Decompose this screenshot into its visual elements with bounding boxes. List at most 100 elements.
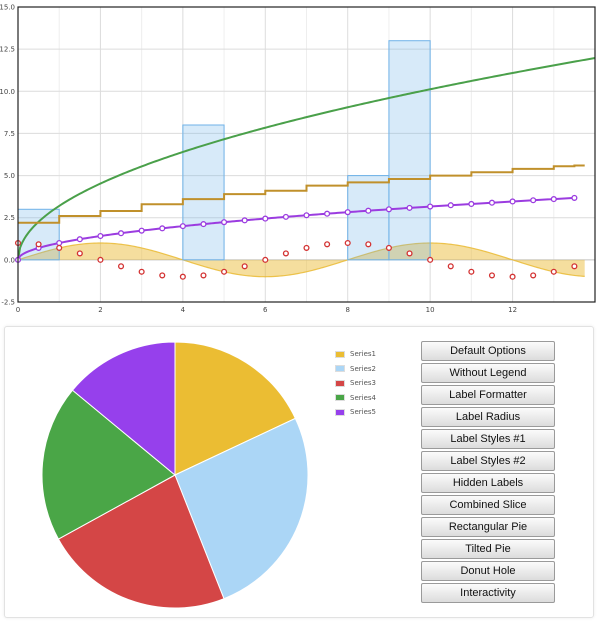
hidden-labels-button[interactable]: Hidden Labels: [421, 473, 555, 493]
purple-point-12: [262, 215, 269, 222]
red-point-15: [324, 241, 331, 248]
legend-item-3: Series3: [335, 376, 376, 391]
x-tick-label-4: 8: [345, 306, 349, 314]
red-point-16: [344, 239, 351, 247]
purple-point-6: [138, 227, 145, 234]
series-steps-line: [18, 164, 585, 224]
pie-legend: Series1 Series2 Series3 Series4 Series5: [335, 347, 376, 420]
pie-slice-2: [174, 417, 309, 600]
red-point-9: [200, 272, 207, 279]
label-styles-2-button[interactable]: Label Styles #2: [421, 451, 555, 471]
x-tick-label-5: 10: [426, 306, 435, 314]
purple-point-26: [550, 196, 557, 203]
red-point-4: [97, 256, 104, 263]
bar-0: [17, 208, 60, 261]
legend-swatch-5: [335, 408, 345, 416]
purple-point-7: [159, 225, 166, 232]
legend-label-3: Series3: [350, 379, 376, 388]
purple-point-10: [221, 219, 228, 226]
label-styles-1-button[interactable]: Label Styles #1: [421, 429, 555, 449]
red-point-8: [179, 273, 186, 280]
red-point-26: [550, 268, 557, 275]
bar-3: [388, 40, 431, 261]
donut-hole-button[interactable]: Donut Hole: [421, 561, 555, 581]
legend-swatch-2: [335, 365, 345, 373]
purple-point-13: [282, 213, 289, 220]
plot-frame: [17, 6, 596, 303]
y-tick-label-0: -2.5: [1, 299, 15, 307]
top-chart: -2.5 0.0 2.5 5.0 7.5 10.0 12.5 15.0 0 2 4 6 8 10 12: [0, 4, 596, 314]
rectangular-pie-button[interactable]: Rectangular Pie: [421, 517, 555, 537]
purple-point-18: [385, 206, 392, 213]
red-point-17: [365, 241, 372, 248]
red-point-14: [303, 244, 310, 251]
purple-point-23: [488, 199, 496, 206]
purple-point-24: [509, 198, 516, 205]
tilted-pie-button[interactable]: Tilted Pie: [421, 539, 555, 559]
red-point-21: [447, 263, 454, 270]
label-radius-button[interactable]: Label Radius: [421, 407, 555, 427]
red-point-18: [385, 244, 392, 251]
x-tick-label-1: 2: [98, 306, 102, 314]
y-tick-label-1: 0.0: [4, 256, 15, 264]
purple-point-15: [324, 210, 331, 217]
purple-point-27: [571, 194, 578, 201]
purple-point-20: [427, 203, 434, 210]
label-formatter-button[interactable]: Label Formatter: [421, 385, 555, 405]
red-point-1: [35, 241, 42, 248]
purple-point-9: [200, 221, 207, 228]
legend-item-2: Series2: [335, 362, 376, 377]
red-point-6: [138, 268, 145, 275]
purple-point-25: [530, 197, 537, 204]
legend-swatch-1: [335, 350, 345, 358]
pie-slice-4: [41, 389, 176, 540]
pie-slice-1: [174, 341, 297, 476]
default-options-button[interactable]: Default Options: [421, 341, 555, 361]
purple-point-21: [447, 202, 454, 209]
y-tick-label-7: 15.0: [0, 4, 15, 12]
legend-label-4: Series4: [350, 393, 376, 402]
x-tick-label-6: 12: [508, 306, 517, 314]
red-point-10: [221, 268, 228, 275]
pie-slice-5: [71, 341, 176, 477]
red-point-27: [571, 263, 578, 270]
bar-1: [182, 124, 225, 261]
series-area-line: [17, 242, 585, 278]
without-legend-button[interactable]: Without Legend: [421, 363, 555, 383]
interactivity-button[interactable]: Interactivity: [421, 583, 555, 603]
pie-chart: [41, 341, 309, 609]
legend-label-5: Series5: [350, 408, 376, 417]
red-point-12: [262, 256, 269, 263]
options-button-list: Default Options Without Legend Label For…: [421, 341, 555, 605]
purple-point-22: [468, 200, 475, 207]
purple-point-17: [365, 207, 372, 214]
purple-point-16: [344, 209, 351, 216]
legend-swatch-3: [335, 379, 345, 387]
purple-point-3: [76, 236, 83, 243]
legend-item-5: Series5: [335, 405, 376, 420]
purple-point-19: [406, 204, 413, 211]
y-tick-label-4: 7.5: [4, 130, 15, 138]
legend-swatch-4: [335, 394, 345, 402]
y-tick-label-6: 12.5: [0, 46, 15, 54]
legend-item-1: Series1: [335, 347, 376, 362]
red-point-19: [406, 250, 413, 257]
red-point-5: [117, 263, 125, 270]
red-point-13: [282, 250, 289, 257]
red-point-20: [427, 256, 434, 263]
purple-point-5: [117, 230, 125, 237]
red-point-25: [530, 272, 537, 279]
red-point-23: [488, 272, 496, 279]
red-point-22: [468, 268, 475, 275]
legend-label-1: Series1: [350, 350, 376, 359]
red-point-11: [241, 263, 248, 270]
x-tick-label-2: 4: [181, 306, 186, 314]
purple-point-14: [303, 212, 310, 219]
red-point-24: [509, 273, 516, 280]
pie-chart-panel: Series1 Series2 Series3 Series4 Series5 …: [4, 326, 594, 618]
combined-slice-button[interactable]: Combined Slice: [421, 495, 555, 515]
red-point-7: [159, 272, 166, 279]
y-tick-label-2: 2.5: [4, 214, 15, 222]
red-point-3: [76, 250, 83, 257]
y-tick-label-5: 10.0: [0, 88, 15, 96]
